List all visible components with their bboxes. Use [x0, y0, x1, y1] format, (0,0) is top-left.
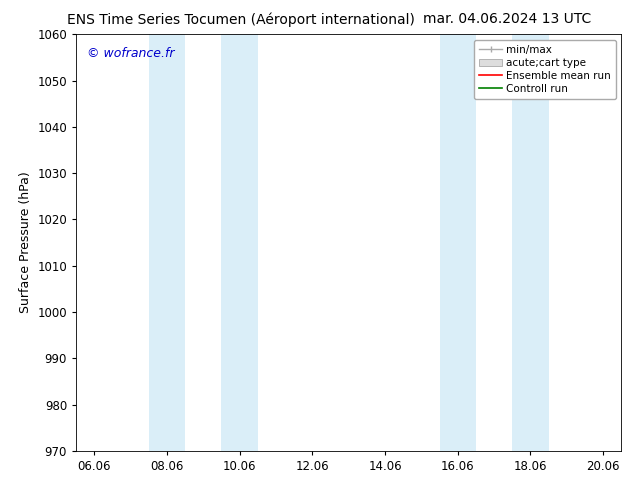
Bar — [221, 34, 258, 451]
Text: mar. 04.06.2024 13 UTC: mar. 04.06.2024 13 UTC — [423, 12, 592, 26]
Legend: min/max, acute;cart type, Ensemble mean run, Controll run: min/max, acute;cart type, Ensemble mean … — [474, 40, 616, 99]
Text: ENS Time Series Tocumen (Aéroport international): ENS Time Series Tocumen (Aéroport intern… — [67, 12, 415, 27]
Bar — [512, 34, 548, 451]
Y-axis label: Surface Pressure (hPa): Surface Pressure (hPa) — [19, 172, 32, 314]
Bar — [439, 34, 476, 451]
Bar — [149, 34, 185, 451]
Text: © wofrance.fr: © wofrance.fr — [87, 47, 174, 60]
